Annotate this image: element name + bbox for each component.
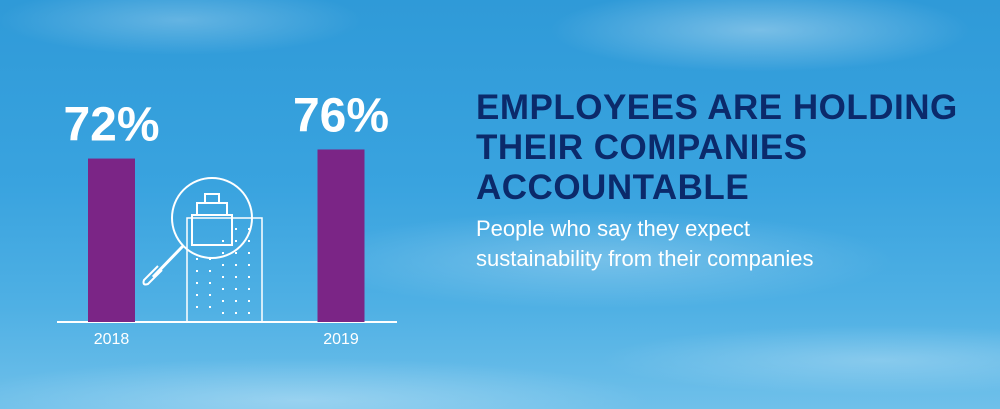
magnifier-icon xyxy=(142,177,263,323)
subtitle: People who say they expect sustainabilit… xyxy=(476,216,814,271)
bar xyxy=(88,158,135,322)
title: EMPLOYEES ARE HOLDING THEIR COMPANIES AC… xyxy=(476,88,958,207)
x-tick-label: 2018 xyxy=(94,331,130,348)
value-label: 76% xyxy=(293,89,389,142)
value-label: 72% xyxy=(63,99,159,152)
x-tick-label: 2019 xyxy=(323,331,359,348)
bar xyxy=(317,149,365,322)
